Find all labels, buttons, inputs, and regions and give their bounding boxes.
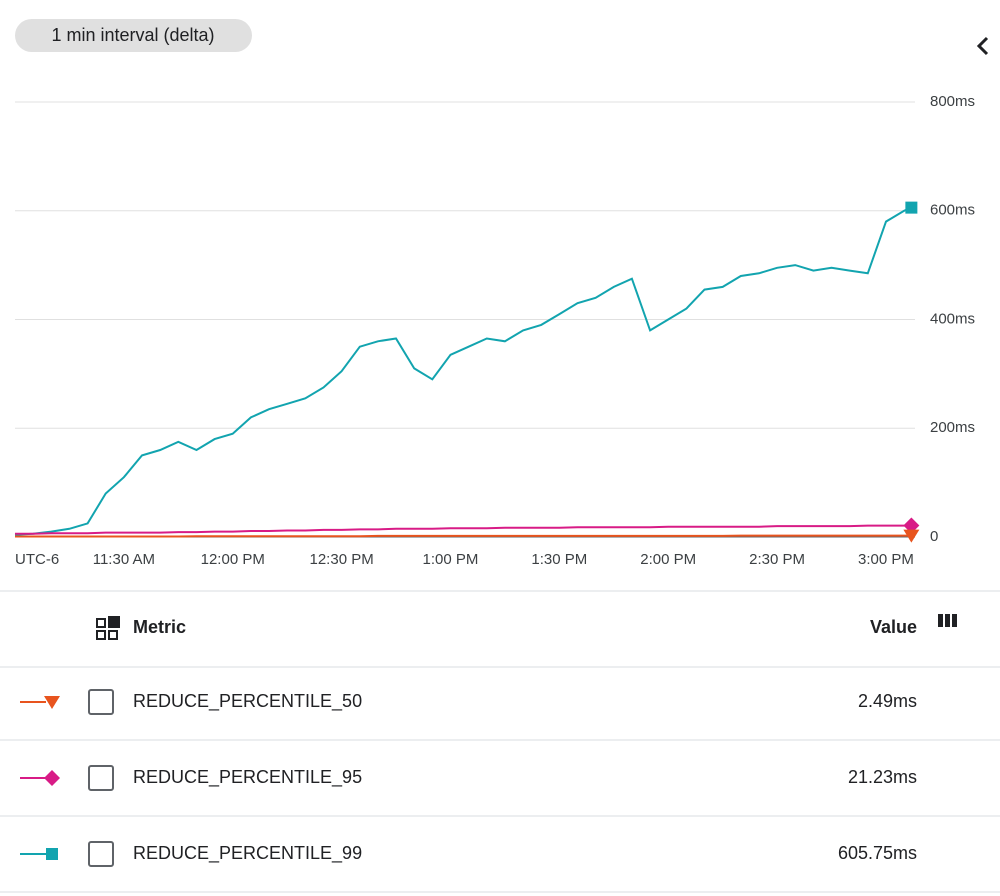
- y-tick-label: 400ms: [930, 310, 975, 327]
- timezone-label: UTC-6: [15, 551, 59, 568]
- metric-value: 2.49ms: [858, 691, 917, 711]
- x-tick-label: 1:00 PM: [423, 551, 479, 568]
- interval-label: 1 min interval (delta): [51, 25, 214, 45]
- metric-icon: [96, 616, 120, 640]
- series-line: [15, 524, 912, 535]
- y-tick-label: 600ms: [930, 202, 975, 219]
- end-marker: [903, 529, 920, 543]
- x-tick-label: 12:30 PM: [310, 551, 374, 568]
- x-tick-label: 2:00 PM: [640, 551, 696, 568]
- y-tick-label: 200ms: [930, 419, 975, 436]
- metric-header: Metric: [133, 617, 186, 637]
- x-tick-label: 1:30 PM: [531, 551, 587, 568]
- legend-marker: [44, 696, 60, 709]
- y-tick-label: 0: [930, 528, 938, 545]
- x-tick-label: 12:00 PM: [201, 551, 265, 568]
- legend-marker: [46, 848, 58, 860]
- series-line: [14, 206, 912, 536]
- x-tick-label: 2:30 PM: [749, 551, 805, 568]
- metric-name: REDUCE_PERCENTILE_50: [133, 691, 362, 712]
- value-header: Value: [870, 617, 917, 637]
- series-line: [15, 534, 912, 538]
- end-marker: [905, 201, 918, 214]
- end-marker: [903, 517, 920, 534]
- metric-name: REDUCE_PERCENTILE_99: [133, 843, 362, 864]
- interval-chip[interactable]: [15, 19, 252, 52]
- checkbox[interactable]: [88, 841, 114, 867]
- checkbox[interactable]: [88, 689, 114, 715]
- y-tick-label: 800ms: [930, 93, 975, 110]
- x-tick-label: 3:00 PM: [858, 551, 914, 568]
- columns-icon[interactable]: [938, 614, 957, 627]
- metric-name: REDUCE_PERCENTILE_95: [133, 767, 362, 788]
- collapse-chevron[interactable]: [976, 36, 989, 56]
- legend-marker: [44, 770, 60, 786]
- x-tick-label: 11:30 AM: [93, 551, 155, 568]
- metric-value: 21.23ms: [848, 767, 917, 787]
- metric-value: 605.75ms: [838, 843, 917, 863]
- checkbox[interactable]: [88, 765, 114, 791]
